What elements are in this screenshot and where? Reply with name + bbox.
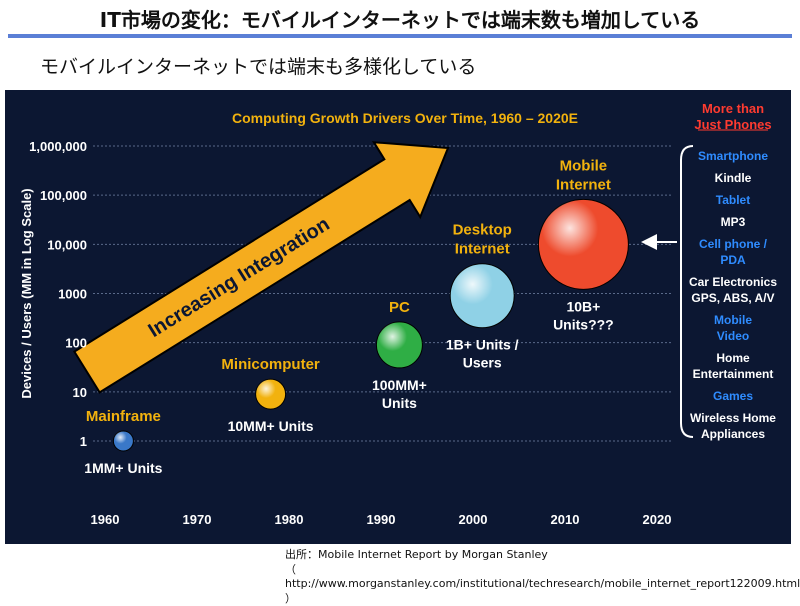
side-panel-item: Mobile Video (714, 313, 752, 343)
era-bubble-shine (255, 379, 286, 410)
x-tick-label: 1960 (91, 512, 120, 527)
source-url: （ http://www.morganstanley.com/instituti… (285, 563, 800, 605)
side-panel-heading: More than Just Phones (694, 101, 771, 132)
era-label: Minicomputer (221, 356, 319, 373)
side-panel-item: Home Entertainment (693, 351, 774, 381)
x-tick-label: 1970 (183, 512, 212, 527)
chart-title: Computing Growth Drivers Over Time, 1960… (232, 110, 578, 126)
side-panel-item: MP3 (721, 215, 746, 229)
y-tick-label: 10,000 (47, 237, 87, 252)
x-tick-label: 2020 (643, 512, 672, 527)
pointer-arrow-head (641, 234, 657, 250)
side-panel-item: Tablet (716, 193, 750, 207)
era-units: 10B+ Units??? (553, 298, 614, 332)
source-citation: 出所：Mobile Internet Report by Morgan Stan… (285, 548, 548, 561)
title-underline (8, 34, 792, 38)
integration-arrow (72, 141, 450, 394)
page-title: IT市場の変化：モバイルインターネットでは端末数も増加している (99, 8, 701, 32)
era-units: 10MM+ Units (228, 418, 314, 434)
y-tick-label: 100 (65, 336, 87, 351)
era-bubble-shine (376, 321, 423, 368)
arrow-label: Increasing Integration (144, 213, 333, 342)
side-panel-item: Car Electronics GPS, ABS, A/V (689, 275, 777, 305)
era-label: Mainframe (86, 408, 161, 425)
era-bubble-shine (450, 263, 515, 328)
era-label: PC (389, 299, 410, 316)
side-panel-item: Kindle (715, 171, 752, 185)
x-tick-label: 1990 (367, 512, 396, 527)
era-label: Mobile Internet (556, 157, 611, 193)
side-panel-bracket (680, 145, 694, 438)
side-panel-item: Games (713, 389, 753, 403)
x-tick-label: 1980 (275, 512, 304, 527)
growth-chart: Increasing Integration Computing Growth … (19, 101, 777, 527)
era-bubble-shine (113, 431, 134, 451)
y-tick-label: 1 (80, 434, 87, 449)
y-tick-label: 1,000,000 (29, 139, 87, 154)
era-label: Desktop Internet (453, 222, 512, 258)
era-units: 1MM+ Units (84, 460, 162, 476)
side-panel-item: Smartphone (698, 149, 768, 163)
x-tick-label: 2010 (551, 512, 580, 527)
x-tick-label: 2000 (459, 512, 488, 527)
y-tick-label: 100,000 (40, 188, 87, 203)
era-units: 100MM+ Units (372, 377, 427, 411)
page-subtitle: モバイルインターネットでは端末も多様化している (40, 56, 477, 78)
y-tick-label: 10 (73, 385, 87, 400)
y-tick-label: 1000 (58, 287, 87, 302)
era-units: 1B+ Units / Users (446, 337, 519, 371)
y-axis-label: Devices / Users (MM in Log Scale) (19, 188, 34, 398)
side-panel-item: Cell phone / PDA (699, 237, 768, 267)
era-bubble-shine (538, 199, 629, 290)
side-panel-item: Wireless Home Appliances (690, 411, 776, 441)
